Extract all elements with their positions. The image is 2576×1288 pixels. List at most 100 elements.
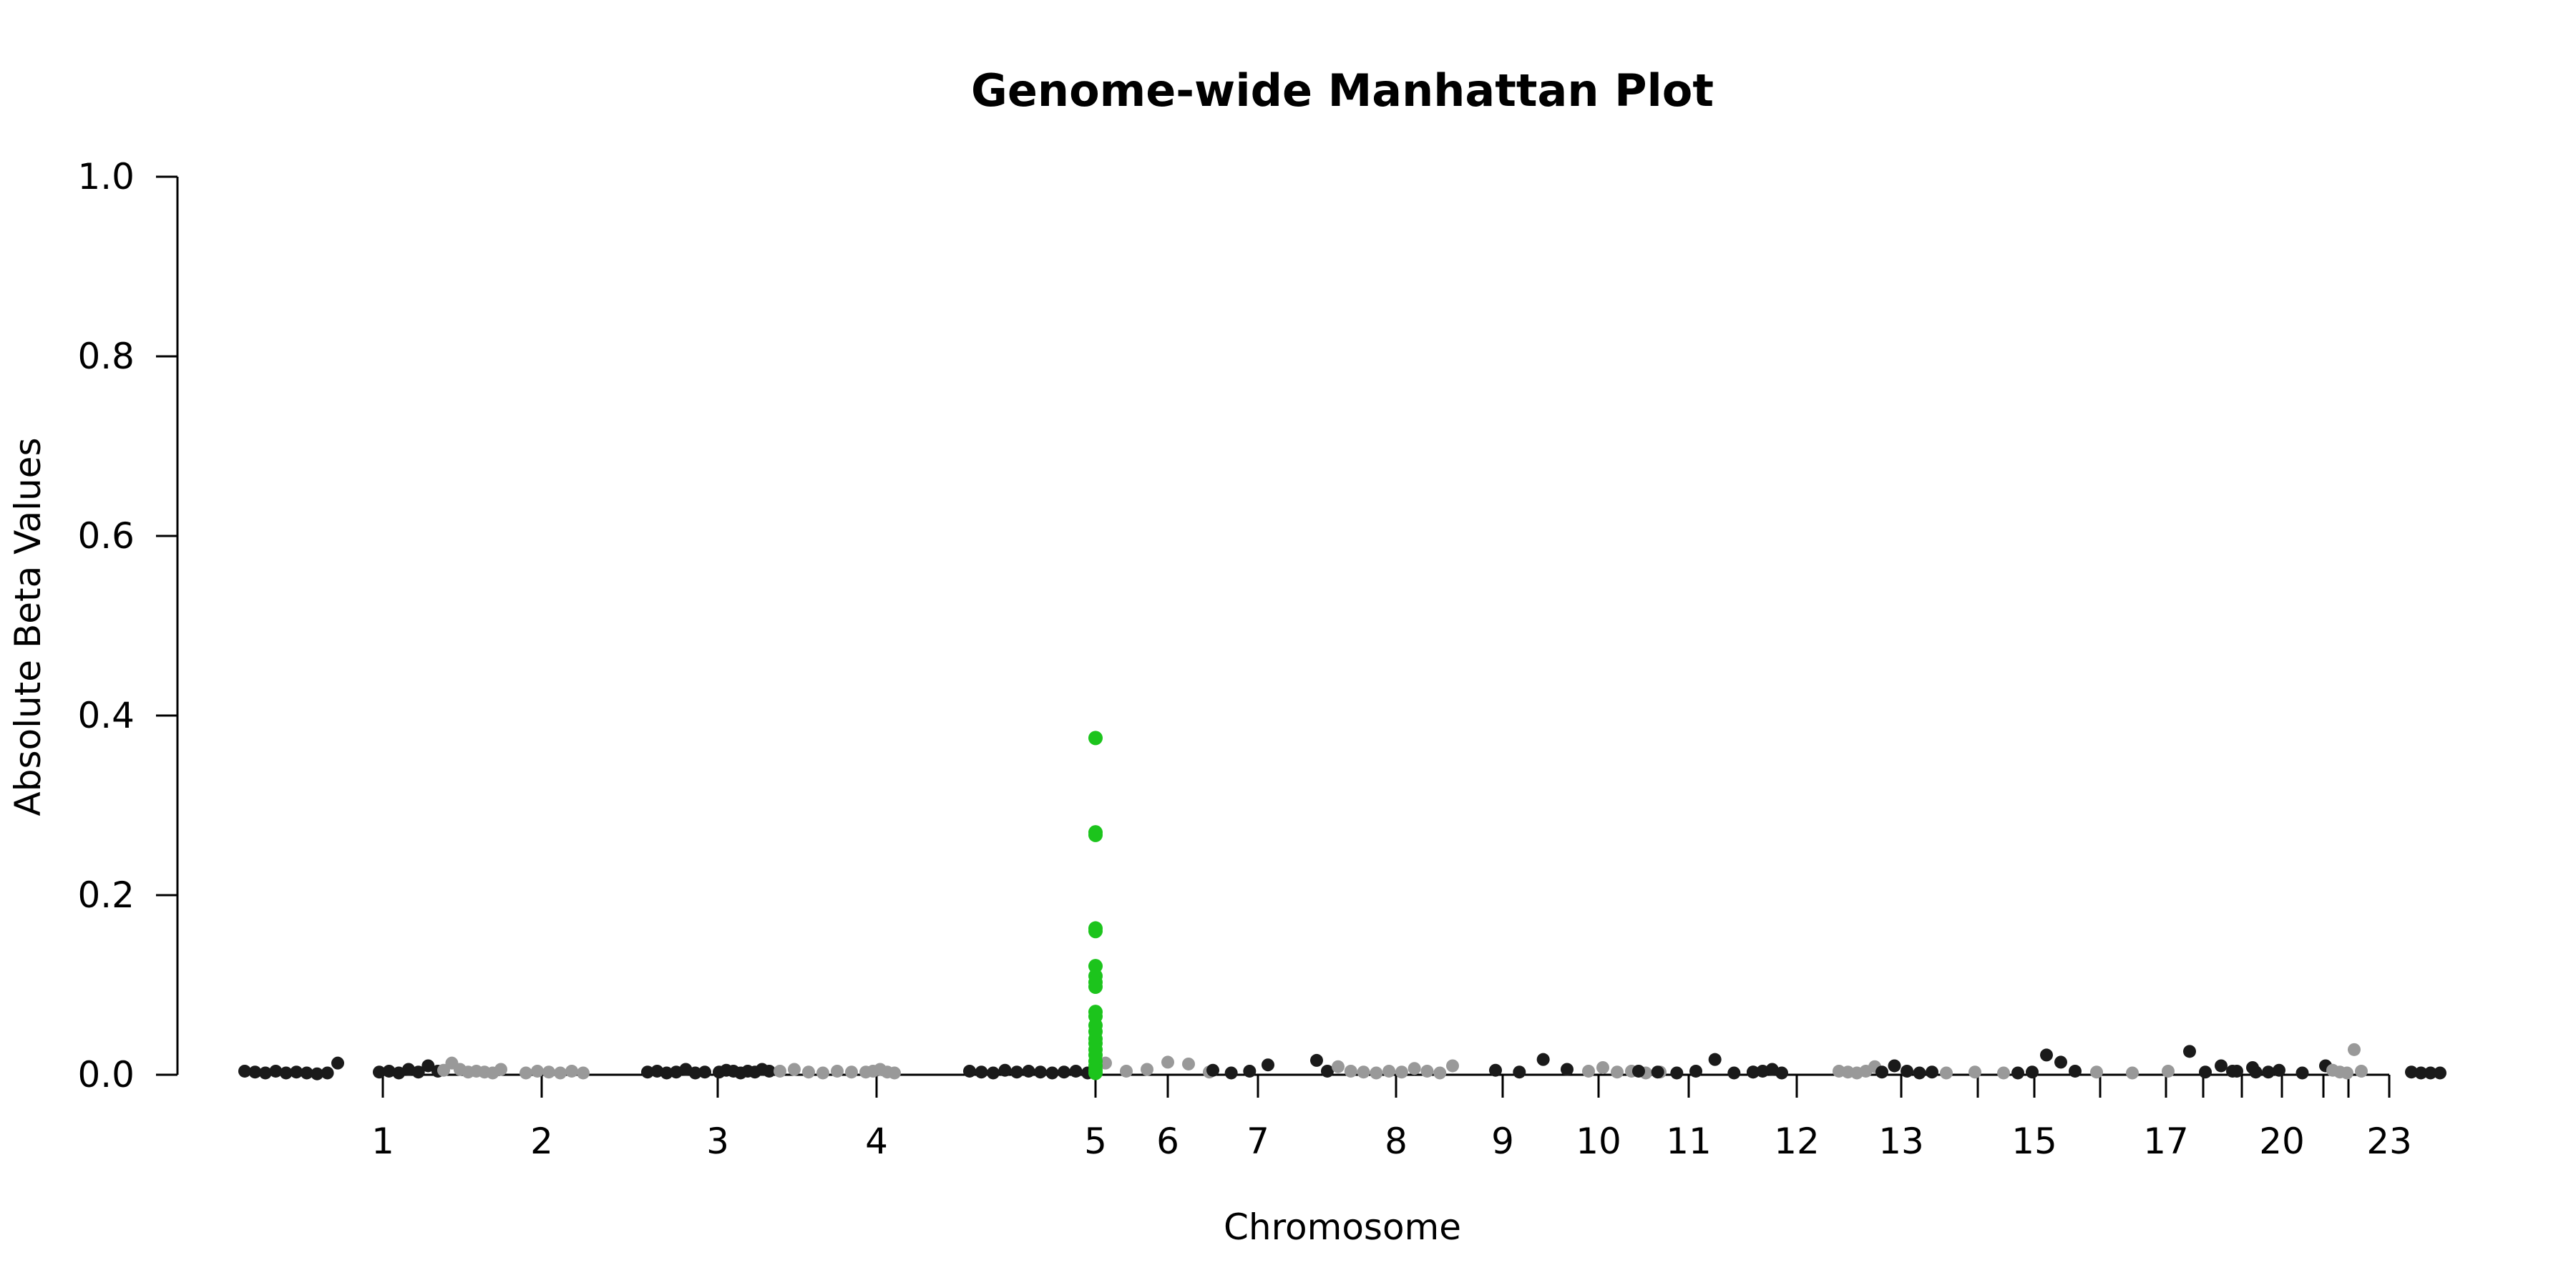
snp-point [1045, 1066, 1059, 1080]
snp-point [1747, 1065, 1760, 1079]
snp-point [411, 1065, 425, 1079]
highlight-point [1088, 827, 1103, 842]
y-tick-label: 0.2 [77, 874, 135, 916]
snp-point [1536, 1053, 1550, 1066]
snp-point [975, 1065, 988, 1079]
snp-point [1420, 1064, 1434, 1078]
snp-point [331, 1056, 344, 1070]
snp-point [987, 1066, 1000, 1080]
y-axis-title: Absolute Beta Values [7, 438, 49, 816]
snp-point [269, 1064, 283, 1078]
snp-point [2162, 1064, 2175, 1078]
snp-point [2011, 1066, 2024, 1080]
snp-point [1344, 1064, 1357, 1078]
snp-point [531, 1064, 544, 1078]
snp-point [382, 1064, 396, 1078]
snp-point [963, 1064, 976, 1078]
snp-point [1689, 1064, 1702, 1078]
snp-point [1926, 1065, 1938, 1079]
snp-point [1446, 1059, 1459, 1073]
x-tick-label: 17 [2143, 1121, 2189, 1162]
snp-point [1651, 1065, 1664, 1079]
x-tick-label: 7 [1246, 1121, 1269, 1162]
snp-point [816, 1066, 829, 1080]
snp-point [802, 1065, 815, 1079]
x-tick-label: 20 [2259, 1121, 2305, 1162]
snp-point [2262, 1065, 2275, 1079]
snp-point [1407, 1062, 1421, 1075]
snp-point [402, 1063, 415, 1076]
x-tick-label: 2 [530, 1121, 553, 1162]
snp-point [2424, 1066, 2437, 1080]
snp-point [577, 1066, 590, 1080]
snp-point [1611, 1065, 1624, 1079]
snp-point [2215, 1059, 2228, 1073]
highlight-point [1088, 731, 1103, 746]
snp-point [1582, 1064, 1595, 1078]
snp-point [373, 1065, 386, 1079]
snp-point [2273, 1063, 2285, 1077]
x-tick-label: 13 [1878, 1121, 1924, 1162]
snp-point [494, 1063, 507, 1076]
snp-point [1632, 1064, 1645, 1078]
snp-point [2040, 1048, 2053, 1062]
snp-point [2414, 1066, 2428, 1080]
snp-point [519, 1066, 532, 1080]
y-tick-label: 0.0 [77, 1054, 135, 1096]
snp-point [565, 1064, 578, 1078]
snp-point [542, 1065, 555, 1079]
y-tick-label: 0.6 [77, 515, 135, 557]
snp-point [300, 1066, 313, 1080]
snp-point [2069, 1064, 2082, 1078]
snp-point [321, 1066, 334, 1080]
snp-point [2348, 1043, 2361, 1056]
snp-point [2054, 1055, 2067, 1069]
snp-point [998, 1063, 1012, 1077]
x-tick-label: 3 [706, 1121, 729, 1162]
x-axis-title: Chromosome [1224, 1206, 1461, 1248]
snp-point [888, 1066, 901, 1080]
snp-point [650, 1064, 664, 1078]
snp-point [1901, 1064, 1913, 1078]
x-tick-label: 1 [371, 1121, 394, 1162]
snp-point [1513, 1065, 1526, 1079]
snp-point [311, 1067, 324, 1080]
snp-point [1370, 1066, 1383, 1080]
snp-point [1332, 1060, 1345, 1073]
snp-point [2126, 1066, 2139, 1080]
x-tick-label: 23 [2366, 1121, 2412, 1162]
snp-point [1141, 1063, 1153, 1076]
snp-point [2183, 1045, 2196, 1058]
snp-point [1775, 1066, 1788, 1080]
snp-point [1395, 1065, 1408, 1079]
snp-point [2355, 1064, 2368, 1078]
snp-point [2226, 1064, 2239, 1078]
snp-point [279, 1066, 293, 1080]
snp-point [1433, 1066, 1447, 1080]
snp-point [774, 1064, 786, 1078]
snp-point [1727, 1066, 1741, 1080]
snp-point [1243, 1064, 1257, 1078]
y-axis: 0.0 0.2 0.4 0.6 0.8 1.0 [77, 156, 179, 1096]
snp-point [248, 1065, 262, 1079]
snp-point [2090, 1065, 2103, 1079]
snp-point [238, 1064, 251, 1078]
x-tick-label: 15 [2011, 1121, 2057, 1162]
snp-point [2249, 1065, 2263, 1079]
snp-point [2341, 1066, 2353, 1080]
snp-point [1382, 1064, 1396, 1078]
snp-point [1968, 1065, 1981, 1079]
snp-point [1940, 1066, 1953, 1080]
x-tick-label: 4 [865, 1121, 888, 1162]
y-tick-label: 0.4 [77, 695, 135, 736]
snp-point [1596, 1060, 1609, 1074]
snp-point [258, 1066, 272, 1080]
snp-point [2405, 1065, 2418, 1079]
x-tick-label: 5 [1084, 1121, 1107, 1162]
snp-point [2026, 1065, 2039, 1079]
snp-point [1708, 1053, 1722, 1066]
snp-point [1182, 1057, 1195, 1070]
snp-point [1913, 1066, 1926, 1080]
